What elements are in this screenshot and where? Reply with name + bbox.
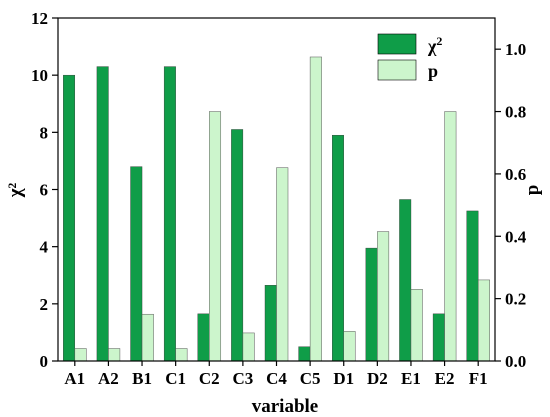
legend-label-chi2-sup: 2 — [436, 34, 442, 48]
left-tick-label: 12 — [31, 9, 48, 28]
bar-chi2-B1 — [130, 166, 143, 362]
legend-swatch-chi2 — [377, 33, 417, 55]
x-tick-label-C5: C5 — [300, 369, 321, 388]
ticks-layer: 0 2 4 6 8 10 12 0.0 0.2 0.4 0.6 0.8 1.0 A1 A2 B1 C1 C2 C3 C… — [31, 9, 527, 388]
bar-p-D1 — [343, 331, 356, 362]
left-tick-label: 2 — [40, 295, 49, 314]
x-tick-label-A1: A1 — [64, 369, 85, 388]
x-tick-label-E2: E2 — [435, 369, 455, 388]
left-tick-label: 8 — [40, 123, 49, 142]
bar-p-D2 — [377, 231, 390, 362]
bar-chi2-A1 — [63, 74, 76, 362]
legend-label-chi2-base: χ — [427, 36, 437, 56]
bars-layer — [63, 56, 490, 362]
x-tick-label-C3: C3 — [232, 369, 253, 388]
legend-label-chi2: χ2 — [427, 34, 442, 56]
right-tick-label: 0.0 — [505, 352, 526, 371]
x-tick-label-B1: B1 — [132, 369, 152, 388]
right-tick-label: 0.4 — [505, 227, 527, 246]
bar-p-C5 — [309, 56, 322, 362]
bar-p-A2 — [108, 348, 121, 362]
bar-p-E1 — [410, 289, 423, 362]
bar-p-C2 — [209, 111, 222, 362]
x-tick-label-D1: D1 — [333, 369, 354, 388]
bar-p-E2 — [444, 111, 457, 362]
bar-chi2-E1 — [399, 199, 412, 362]
legend-label-p: p — [428, 61, 438, 81]
x-tick-label-A2: A2 — [98, 369, 119, 388]
bar-p-C1 — [175, 348, 188, 362]
x-tick-label-C1: C1 — [165, 369, 186, 388]
bar-p-F1 — [477, 279, 490, 362]
bar-chi2-C5 — [298, 346, 311, 362]
right-axis-title: p — [522, 185, 543, 196]
left-tick-label: 10 — [31, 66, 48, 85]
axes-layer — [52, 17, 501, 366]
right-tick-label: 1.0 — [505, 40, 526, 59]
x-axis-title: variable — [252, 396, 319, 417]
bar-p-B1 — [141, 313, 154, 362]
bar-chi2-D1 — [332, 134, 344, 362]
bar-chi2-F1 — [466, 210, 479, 362]
x-tick-label-F1: F1 — [469, 369, 488, 388]
right-tick-label: 0.2 — [505, 290, 526, 309]
bar-chi2-E2 — [432, 313, 445, 362]
bar-chi2-A2 — [96, 66, 109, 362]
bar-p-C3 — [242, 332, 255, 362]
x-tick-label-C4: C4 — [266, 369, 287, 388]
left-tick-label: 0 — [40, 352, 49, 371]
right-tick-label: 0.8 — [505, 103, 526, 122]
x-tick-label-C2: C2 — [199, 369, 220, 388]
left-axis-title: χ² — [5, 182, 26, 198]
bar-chi2-C4 — [264, 285, 277, 362]
x-tick-label-E1: E1 — [401, 369, 421, 388]
x-tick-label-D2: D2 — [367, 369, 388, 388]
left-tick-label: 6 — [40, 181, 49, 200]
right-tick-label: 0.6 — [505, 165, 526, 184]
bar-chi2-C1 — [163, 66, 176, 362]
bar-chi2-C3 — [231, 129, 244, 362]
legend: χ2 p — [377, 33, 442, 81]
bar-chi2-D2 — [365, 247, 378, 362]
legend-swatch-p — [377, 59, 417, 81]
bar-chi2-C2 — [197, 313, 210, 362]
bar-p-A1 — [74, 348, 87, 362]
left-tick-label: 4 — [40, 238, 49, 257]
bar-p-C4 — [276, 167, 289, 362]
